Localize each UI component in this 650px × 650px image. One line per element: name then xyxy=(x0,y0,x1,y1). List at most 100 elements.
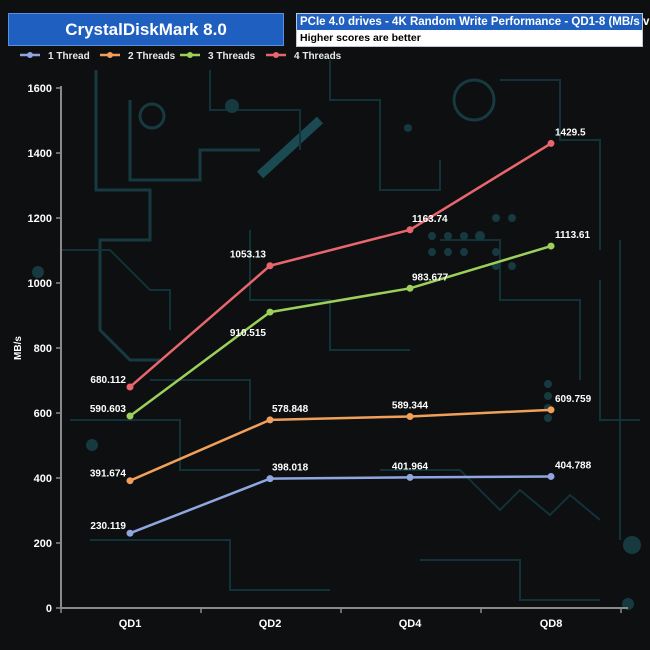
data-point xyxy=(547,472,555,480)
data-point xyxy=(406,412,414,420)
data-point xyxy=(266,308,274,316)
series-line xyxy=(129,475,552,535)
legend-label: 3 Threads xyxy=(208,51,256,62)
data-label: 1163.74 xyxy=(412,214,448,225)
data-label: 590.603 xyxy=(90,404,127,415)
circuit-trace xyxy=(420,559,600,601)
y-tick-label: 200 xyxy=(34,538,52,550)
y-tick-label: 400 xyxy=(34,473,52,485)
legend-swatch-marker xyxy=(273,52,279,58)
circuit-pad xyxy=(492,248,500,256)
data-point xyxy=(126,529,134,537)
axes: 0 200 400 600 800 1000 1200 1400 1600 QD1 QD2 QD4 QD… xyxy=(28,83,628,630)
y-tick-label: 800 xyxy=(34,343,52,355)
data-point xyxy=(547,242,555,250)
data-point xyxy=(406,226,414,234)
circuit-pad xyxy=(404,124,412,132)
circuit-trace xyxy=(380,469,601,521)
chart-subtitle: Higher scores are better xyxy=(297,30,642,46)
legend-label: 1 Thread xyxy=(48,51,90,62)
data-point xyxy=(547,406,555,414)
legend-swatch-marker xyxy=(107,52,113,58)
circuit-pad xyxy=(544,380,552,388)
y-tick-label: 1200 xyxy=(28,213,52,225)
series-line xyxy=(129,244,552,418)
data-label: 578.848 xyxy=(272,404,309,415)
data-label: 1429.5 xyxy=(555,127,586,138)
data-point xyxy=(126,412,134,420)
data-label: 391.674 xyxy=(90,469,127,480)
legend: 1 Thread 2 Threads 3 Threads 4 Threads xyxy=(20,51,342,62)
circuit-pad xyxy=(544,392,552,400)
circuit-trace xyxy=(94,70,160,362)
circuit-pad xyxy=(444,248,452,256)
chart-title: PCIe 4.0 drives - 4K Random Write Perfor… xyxy=(297,14,650,30)
data-label: 910.515 xyxy=(230,328,267,339)
circuit-pad xyxy=(492,214,500,222)
circuit-pad xyxy=(428,248,436,256)
circuit-trace xyxy=(70,419,260,471)
series-line xyxy=(129,408,552,482)
data-label: 230.119 xyxy=(90,521,126,532)
data-label: 401.964 xyxy=(392,461,429,472)
legend-label: 2 Threads xyxy=(128,51,176,62)
circuit-pad xyxy=(623,536,641,554)
y-tick-label: 1400 xyxy=(28,148,52,160)
data-point xyxy=(406,284,414,292)
circuit-pad xyxy=(544,414,552,422)
x-tick-label: QD1 xyxy=(119,618,142,630)
circuit-pad xyxy=(225,99,239,113)
circuit-trace xyxy=(500,79,601,250)
circuit-pad xyxy=(32,266,44,278)
circuit-trace xyxy=(256,116,324,179)
circuit-pad xyxy=(86,439,98,451)
data-label: 404.788 xyxy=(555,460,592,471)
circuit-trace xyxy=(90,539,330,591)
data-label: 983.677 xyxy=(412,272,449,283)
circuit-pad xyxy=(508,262,516,270)
circuit-trace xyxy=(249,230,410,351)
data-point xyxy=(126,383,134,391)
data-label: 680.112 xyxy=(90,375,126,386)
circuit-pad xyxy=(460,232,468,240)
circuit-trace xyxy=(209,70,301,150)
data-point xyxy=(266,416,274,424)
legend-swatch-marker xyxy=(187,52,193,58)
circuit-trace xyxy=(60,249,171,330)
circuit-trace xyxy=(440,239,581,380)
circuit-pad xyxy=(452,78,496,122)
data-label: 1113.61 xyxy=(555,230,590,241)
series-layer: 680.112 1053.13 1163.74 1429.5 590.603 910.51… xyxy=(90,127,592,537)
x-tick-label: QD4 xyxy=(399,618,423,630)
data-point xyxy=(266,475,274,483)
chart-title-box: PCIe 4.0 drives - 4K Random Write Perfor… xyxy=(296,13,650,47)
circuit-background xyxy=(32,60,641,610)
data-point xyxy=(126,477,134,485)
circuit-trace xyxy=(329,60,441,191)
circuit-pad xyxy=(444,232,452,240)
circuit-pad xyxy=(475,231,485,241)
data-label: 398.018 xyxy=(272,463,309,474)
data-label: 589.344 xyxy=(392,400,429,411)
data-label: 1053.13 xyxy=(230,250,267,261)
y-tick-label: 0 xyxy=(46,603,52,615)
series-line xyxy=(129,142,552,388)
y-tick-label: 600 xyxy=(34,408,52,420)
circuit-pad xyxy=(508,214,516,222)
circuit-pad xyxy=(460,248,468,256)
x-tick-label: QD2 xyxy=(259,618,282,630)
circuit-trace xyxy=(599,280,640,421)
y-axis-title: MB/s xyxy=(13,336,24,360)
y-tick-label: 1000 xyxy=(28,278,52,290)
data-point xyxy=(266,262,274,270)
data-point xyxy=(406,473,414,481)
x-tick-label: QD8 xyxy=(540,618,563,630)
y-tick-label: 1600 xyxy=(28,83,52,95)
app-title: CrystalDiskMark 8.0 xyxy=(8,13,284,46)
legend-label: 4 Threads xyxy=(294,51,342,62)
legend-swatch-marker xyxy=(27,52,33,58)
circuit-pad xyxy=(138,102,166,130)
circuit-trace xyxy=(150,379,251,420)
